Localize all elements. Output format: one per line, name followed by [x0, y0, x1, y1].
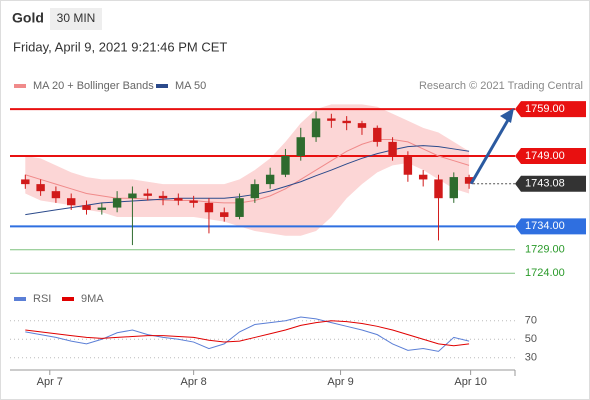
level-label: 1734.00 — [525, 220, 565, 232]
legend-label: MA 20 + Bollinger Bands — [33, 80, 154, 92]
level-label: 1749.00 — [525, 150, 565, 162]
candle-body — [434, 179, 443, 199]
moving-average — [25, 139, 470, 204]
candle-body — [265, 174, 275, 185]
datetime: Friday, April 9, 2021 9:21:46 PM CET — [13, 39, 227, 54]
candle-body — [296, 137, 305, 156]
legend-swatch — [156, 84, 168, 88]
price-panel: 1759.00 1749.00 1743.08 1734.00 1729.00 1724.… — [10, 80, 586, 279]
candle-body — [21, 179, 30, 185]
candle-body — [311, 118, 321, 138]
credit: Research © 2021 Trading Central — [419, 80, 583, 92]
y-tick-label: 70 — [525, 315, 537, 327]
timeframe-box — [50, 8, 102, 30]
legend-swatch — [14, 84, 26, 88]
instrument: Gold — [12, 10, 44, 26]
level-tag — [515, 218, 586, 235]
legend-swatch — [62, 297, 74, 301]
candle-body — [189, 200, 198, 203]
candle-body — [342, 120, 351, 124]
indicator-line — [25, 316, 470, 352]
y-tick-label: 50 — [525, 333, 537, 345]
y-tick-label: 30 — [525, 352, 537, 364]
candle-body — [158, 195, 168, 199]
candle-body — [250, 184, 260, 199]
level-label: 1759.00 — [525, 103, 565, 115]
rsi-panel: 30 50 70 RSI 9MA Apr 7 Apr 8 Apr 9 Apr 10 — [10, 293, 537, 388]
candle-body — [36, 184, 45, 192]
x-tick-label: Apr 7 — [37, 376, 63, 388]
candle-body — [220, 212, 229, 217]
candle-body — [418, 174, 428, 180]
legend-swatch — [14, 297, 26, 301]
candle-body — [51, 191, 61, 199]
candle-body — [143, 193, 152, 196]
candle-body — [112, 198, 122, 208]
candle-body — [174, 198, 183, 201]
candle-body — [204, 202, 214, 213]
candle-body — [373, 127, 382, 142]
candle-body — [128, 193, 137, 199]
forecast-arrow — [469, 119, 510, 185]
x-tick-label: Apr 9 — [327, 376, 353, 388]
arrow-head — [500, 108, 514, 123]
x-tick-label: Apr 8 — [180, 376, 206, 388]
candle-body — [357, 123, 367, 128]
level-label: 1743.08 — [525, 178, 565, 190]
level-tag — [515, 147, 586, 164]
candle-body — [327, 118, 336, 121]
candle-body — [449, 177, 458, 199]
candle-body — [403, 155, 413, 175]
level-tag — [515, 175, 586, 192]
legend-label: RSI — [33, 293, 51, 305]
candle-body — [235, 198, 244, 217]
candle-body — [464, 177, 474, 184]
candle-body — [281, 155, 290, 175]
candle-body — [388, 141, 397, 156]
legend-label: MA 50 — [175, 80, 206, 92]
legend-label: 9MA — [81, 293, 104, 305]
level-tag — [515, 101, 586, 118]
level-label: 1724.00 — [525, 267, 565, 279]
candle-body — [97, 207, 107, 210]
bollinger-band — [25, 104, 470, 236]
timeframe: 30 MIN — [57, 11, 96, 25]
candle-body — [67, 198, 76, 206]
candle-body — [82, 205, 91, 210]
indicator-line — [25, 320, 470, 347]
x-tick-label: Apr 10 — [454, 376, 486, 388]
level-label: 1729.00 — [525, 244, 565, 256]
